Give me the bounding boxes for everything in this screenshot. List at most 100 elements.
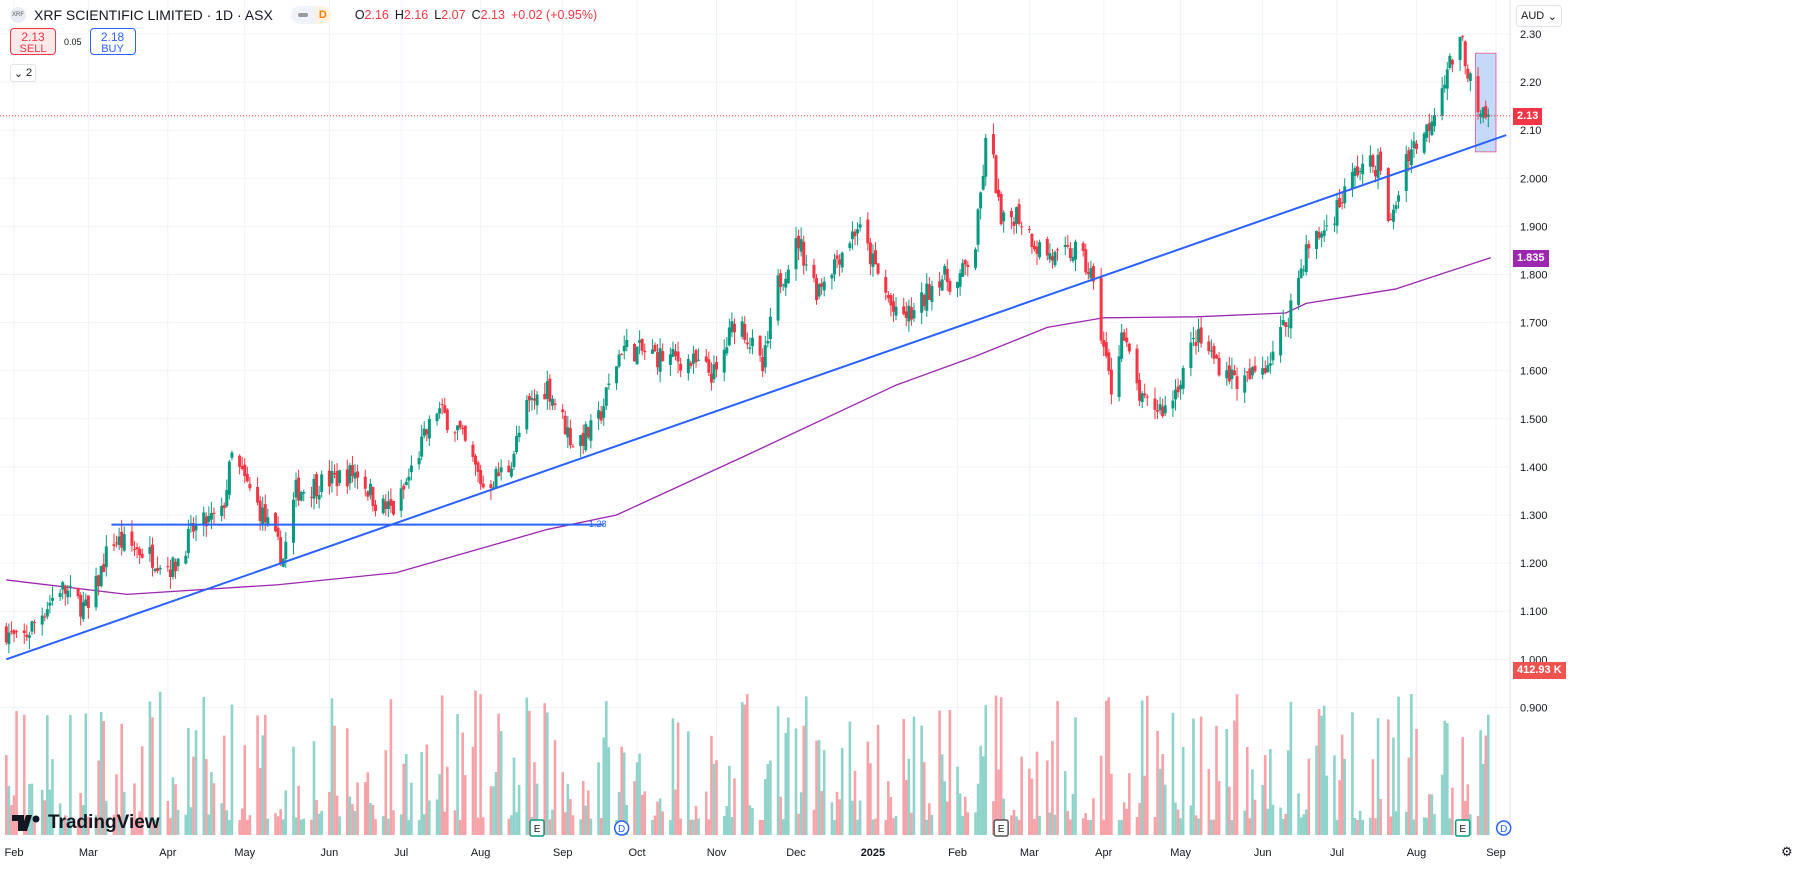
candle-body <box>384 501 388 509</box>
chart-header: XRF XRF SCIENTIFIC LIMITED · 1D · ASX D … <box>10 6 597 24</box>
candle-body <box>543 393 547 400</box>
volume-bar <box>1212 819 1216 835</box>
volume-bar <box>494 772 498 835</box>
candle-body <box>1015 207 1019 225</box>
candle-body <box>1332 223 1336 225</box>
volume-bar <box>1451 787 1454 835</box>
candle-body <box>302 492 306 494</box>
volume-bar <box>330 698 334 835</box>
candle-body <box>579 435 583 446</box>
symbol-title[interactable]: XRF SCIENTIFIC LIMITED · 1D · ASX <box>34 7 273 23</box>
volume-bar <box>507 818 511 835</box>
candle-body <box>1279 326 1283 356</box>
volume-bar <box>571 815 575 835</box>
volume-bar <box>912 716 916 835</box>
candle-body <box>1179 384 1183 390</box>
volume-bar <box>817 740 821 835</box>
candle-body <box>1197 328 1201 343</box>
volume-bar <box>1056 700 1059 835</box>
x-tick-label: Aug <box>1407 847 1427 859</box>
candle-body <box>417 458 421 465</box>
candle-body <box>440 404 444 406</box>
time-axis[interactable]: Feb Mar Apr May Jun Jul Aug Sep Oct Nov Dec 2025 Feb… <box>5 847 1506 859</box>
sell-button[interactable]: 2.13 SELL <box>10 28 56 55</box>
candle-body <box>938 281 942 288</box>
candle-body <box>43 616 47 618</box>
volume-bar <box>884 819 888 835</box>
candle-body <box>150 544 154 568</box>
volume-bar <box>479 694 482 835</box>
volume-bar <box>1069 819 1072 835</box>
y-tick-label: 2.20 <box>1520 77 1541 89</box>
candle-body <box>1032 245 1036 250</box>
candle-body <box>1261 368 1265 375</box>
candle-body <box>545 381 549 399</box>
candle-body <box>489 484 493 488</box>
volume-bar <box>1051 741 1054 835</box>
candle-body <box>640 339 644 351</box>
volume-bar <box>1161 754 1164 835</box>
candle-body <box>294 479 298 498</box>
tradingview-logo[interactable]: TradingView <box>12 812 160 834</box>
trendline[interactable] <box>5 134 1507 661</box>
indicators-toggle[interactable]: ⌄ 2 <box>10 64 36 82</box>
candle-body <box>407 476 411 481</box>
candle-body <box>1317 231 1321 238</box>
volume-bar <box>1215 725 1218 835</box>
volume-bar <box>1053 814 1057 835</box>
x-tick-label: Sep <box>1486 847 1506 859</box>
candle-body <box>1289 300 1293 329</box>
candle-body <box>338 470 342 484</box>
candle-body <box>1243 375 1247 393</box>
volume-bar <box>579 819 582 835</box>
candle-body <box>158 567 162 570</box>
candle-body <box>374 504 378 511</box>
candle-body <box>1268 363 1272 366</box>
candle-body <box>138 548 142 556</box>
candle-body <box>40 615 44 625</box>
candle-body <box>874 250 878 265</box>
candle-body <box>4 626 8 643</box>
candle-body <box>909 307 913 320</box>
candle-body <box>748 347 752 349</box>
volume-bar <box>830 802 834 835</box>
candle-body <box>694 350 698 363</box>
candle-body <box>571 446 575 448</box>
currency-select[interactable]: AUD ⌄ <box>1516 5 1562 27</box>
candle-body <box>743 323 747 340</box>
candle-body <box>799 239 803 252</box>
volume-bar <box>248 815 252 835</box>
ohlc-high-key: H <box>394 8 404 22</box>
candle-body <box>427 419 431 439</box>
volume-bar <box>1128 773 1131 835</box>
candle-body <box>1120 332 1124 359</box>
candle-body <box>656 352 660 368</box>
candle-body <box>1281 320 1285 326</box>
candle-body <box>209 513 213 520</box>
volume-bar <box>456 714 459 835</box>
candle-body <box>715 362 719 370</box>
candle-body <box>204 516 208 527</box>
candle-body <box>404 481 408 486</box>
market-status[interactable]: D <box>290 6 331 24</box>
volume-bar <box>220 803 223 835</box>
candle-body <box>894 306 898 316</box>
candle-body <box>1476 76 1480 113</box>
volume-bar <box>548 819 552 835</box>
volume-bar <box>222 735 226 835</box>
candle-body <box>1350 171 1354 189</box>
x-tick-label: Jun <box>1254 847 1272 859</box>
volume-bar <box>787 717 790 835</box>
volume-bar <box>284 790 288 835</box>
volume-bar <box>381 816 385 835</box>
volume-bar <box>656 801 659 835</box>
price-axis[interactable]: 2.30 2.20 2.10 2.000 1.900 1.800 1.700 1.600 1.5… <box>1520 29 1548 714</box>
buy-button[interactable]: 2.18 BUY <box>89 28 136 55</box>
settings-icon[interactable]: ⚙ <box>1781 844 1793 859</box>
volume-bar <box>853 770 857 835</box>
candle-body <box>707 359 711 373</box>
volume-bar <box>435 799 439 835</box>
volume-bar <box>1210 819 1213 835</box>
